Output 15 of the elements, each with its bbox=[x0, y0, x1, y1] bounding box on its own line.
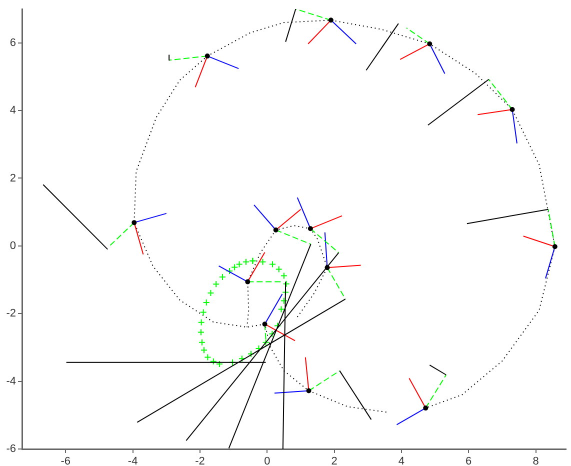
x-tick-label: 0 bbox=[264, 456, 270, 466]
y-tick-label: 0 bbox=[10, 240, 16, 252]
y-tick-label: -4 bbox=[6, 375, 16, 388]
x-tick-label: 8 bbox=[532, 456, 539, 466]
y-tick-label: 2 bbox=[10, 172, 16, 184]
x-tick-label: 6 bbox=[466, 456, 472, 466]
x-tick-label: -4 bbox=[128, 456, 138, 466]
x-tick-label: -6 bbox=[60, 456, 71, 466]
y-tick-label: -2 bbox=[6, 308, 16, 320]
y-tick-label: 6 bbox=[10, 36, 16, 49]
x-tick-label: 4 bbox=[398, 456, 405, 466]
y-tick-label: -6 bbox=[6, 443, 16, 456]
y-tick-label: 4 bbox=[10, 104, 16, 117]
x-tick-label: 2 bbox=[331, 456, 338, 466]
x-tick-label: -2 bbox=[195, 456, 205, 466]
